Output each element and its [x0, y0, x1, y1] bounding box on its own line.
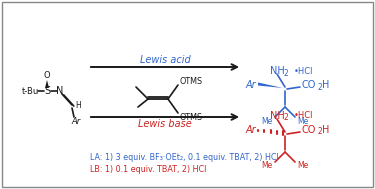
Text: Me: Me: [262, 116, 273, 125]
Text: NH: NH: [270, 66, 285, 76]
Text: CO: CO: [302, 80, 316, 90]
Text: S: S: [44, 86, 50, 96]
Text: Me: Me: [262, 161, 273, 170]
Text: Ar: Ar: [245, 125, 256, 135]
Text: Lewis acid: Lewis acid: [140, 55, 190, 65]
Text: H: H: [322, 125, 329, 135]
Polygon shape: [258, 83, 283, 88]
Text: N: N: [56, 86, 64, 96]
Text: LB: 1) 0.1 equiv. TBAT, 2) HCl: LB: 1) 0.1 equiv. TBAT, 2) HCl: [90, 164, 206, 174]
Polygon shape: [45, 80, 49, 88]
Text: •HCl: •HCl: [294, 112, 314, 121]
Text: 2: 2: [284, 114, 289, 122]
Text: NH: NH: [270, 111, 285, 121]
Text: OTMS: OTMS: [180, 77, 203, 85]
Text: t-Bu: t-Bu: [22, 87, 39, 95]
Text: H: H: [322, 80, 329, 90]
Text: OTMS: OTMS: [180, 112, 203, 122]
Text: •HCl: •HCl: [294, 67, 314, 75]
Text: 2: 2: [284, 68, 289, 77]
Text: Me: Me: [297, 161, 308, 170]
Text: CO: CO: [302, 125, 316, 135]
Text: O: O: [44, 71, 50, 81]
Text: Me: Me: [297, 116, 308, 125]
Text: LA: 1) 3 equiv. BF₃·OEt₂, 0.1 equiv. TBAT, 2) HCl: LA: 1) 3 equiv. BF₃·OEt₂, 0.1 equiv. TBA…: [90, 153, 279, 161]
Text: H: H: [75, 101, 81, 109]
Text: 2: 2: [318, 128, 323, 136]
Text: Ar: Ar: [71, 116, 81, 125]
Text: 2: 2: [318, 83, 323, 91]
Text: Ar: Ar: [245, 80, 256, 90]
Text: Lewis base: Lewis base: [138, 119, 192, 129]
